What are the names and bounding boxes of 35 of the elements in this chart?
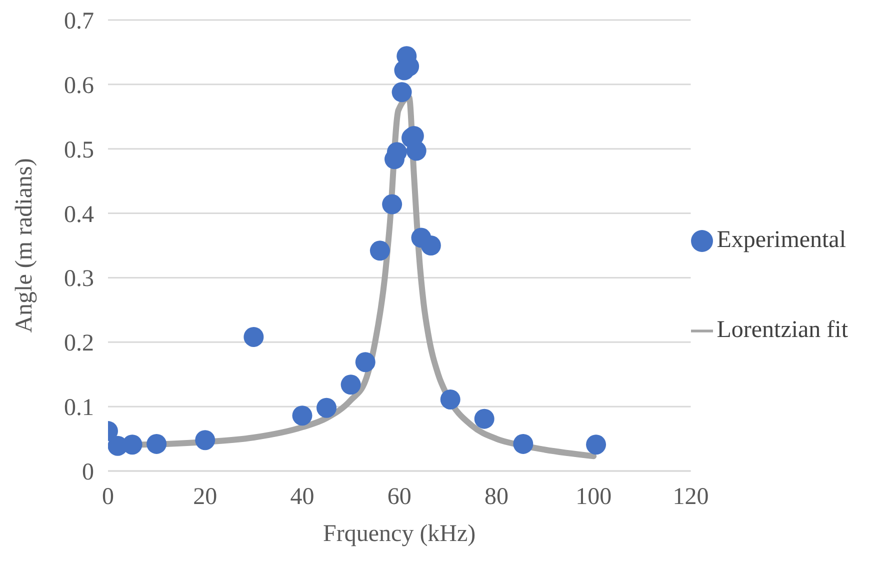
x-tick-label: 80 [484,484,508,510]
y-tick-label: 0.1 [64,395,94,422]
y-tick-label: 0.6 [64,72,94,99]
point [292,406,312,426]
point [392,82,412,102]
point [513,434,534,454]
point [316,398,337,418]
legend-label: Lorentzian fit [716,316,848,342]
x-tick-label: 20 [193,484,218,510]
point [440,389,460,410]
point [195,430,216,450]
point [355,352,376,372]
legend-label: Experimental [716,226,846,252]
x-tick-label: 60 [387,484,412,510]
y-tick-label: 0.3 [64,266,94,292]
y-tick-label: 0 [82,460,94,486]
point [474,408,494,429]
point [586,434,606,455]
y-axis-title: Angle (m radians) [12,158,38,333]
y-tick-label: 0.2 [64,330,94,357]
x-axis-title: Frquency (kHz) [323,521,476,547]
y-tick-label: 0.4 [64,202,94,228]
y-tick-label: 0.7 [64,8,94,35]
point [370,240,390,261]
x-tick-label: 40 [290,484,314,510]
point [406,140,426,161]
point [382,194,402,214]
point [420,236,441,256]
point [146,434,167,454]
x-tick-label: 100 [576,484,612,510]
x-tick-label: 0 [102,484,114,510]
point [340,374,361,395]
x-tick-label: 120 [672,484,709,510]
point [244,326,264,347]
y-tick-label: 0.5 [64,137,94,164]
